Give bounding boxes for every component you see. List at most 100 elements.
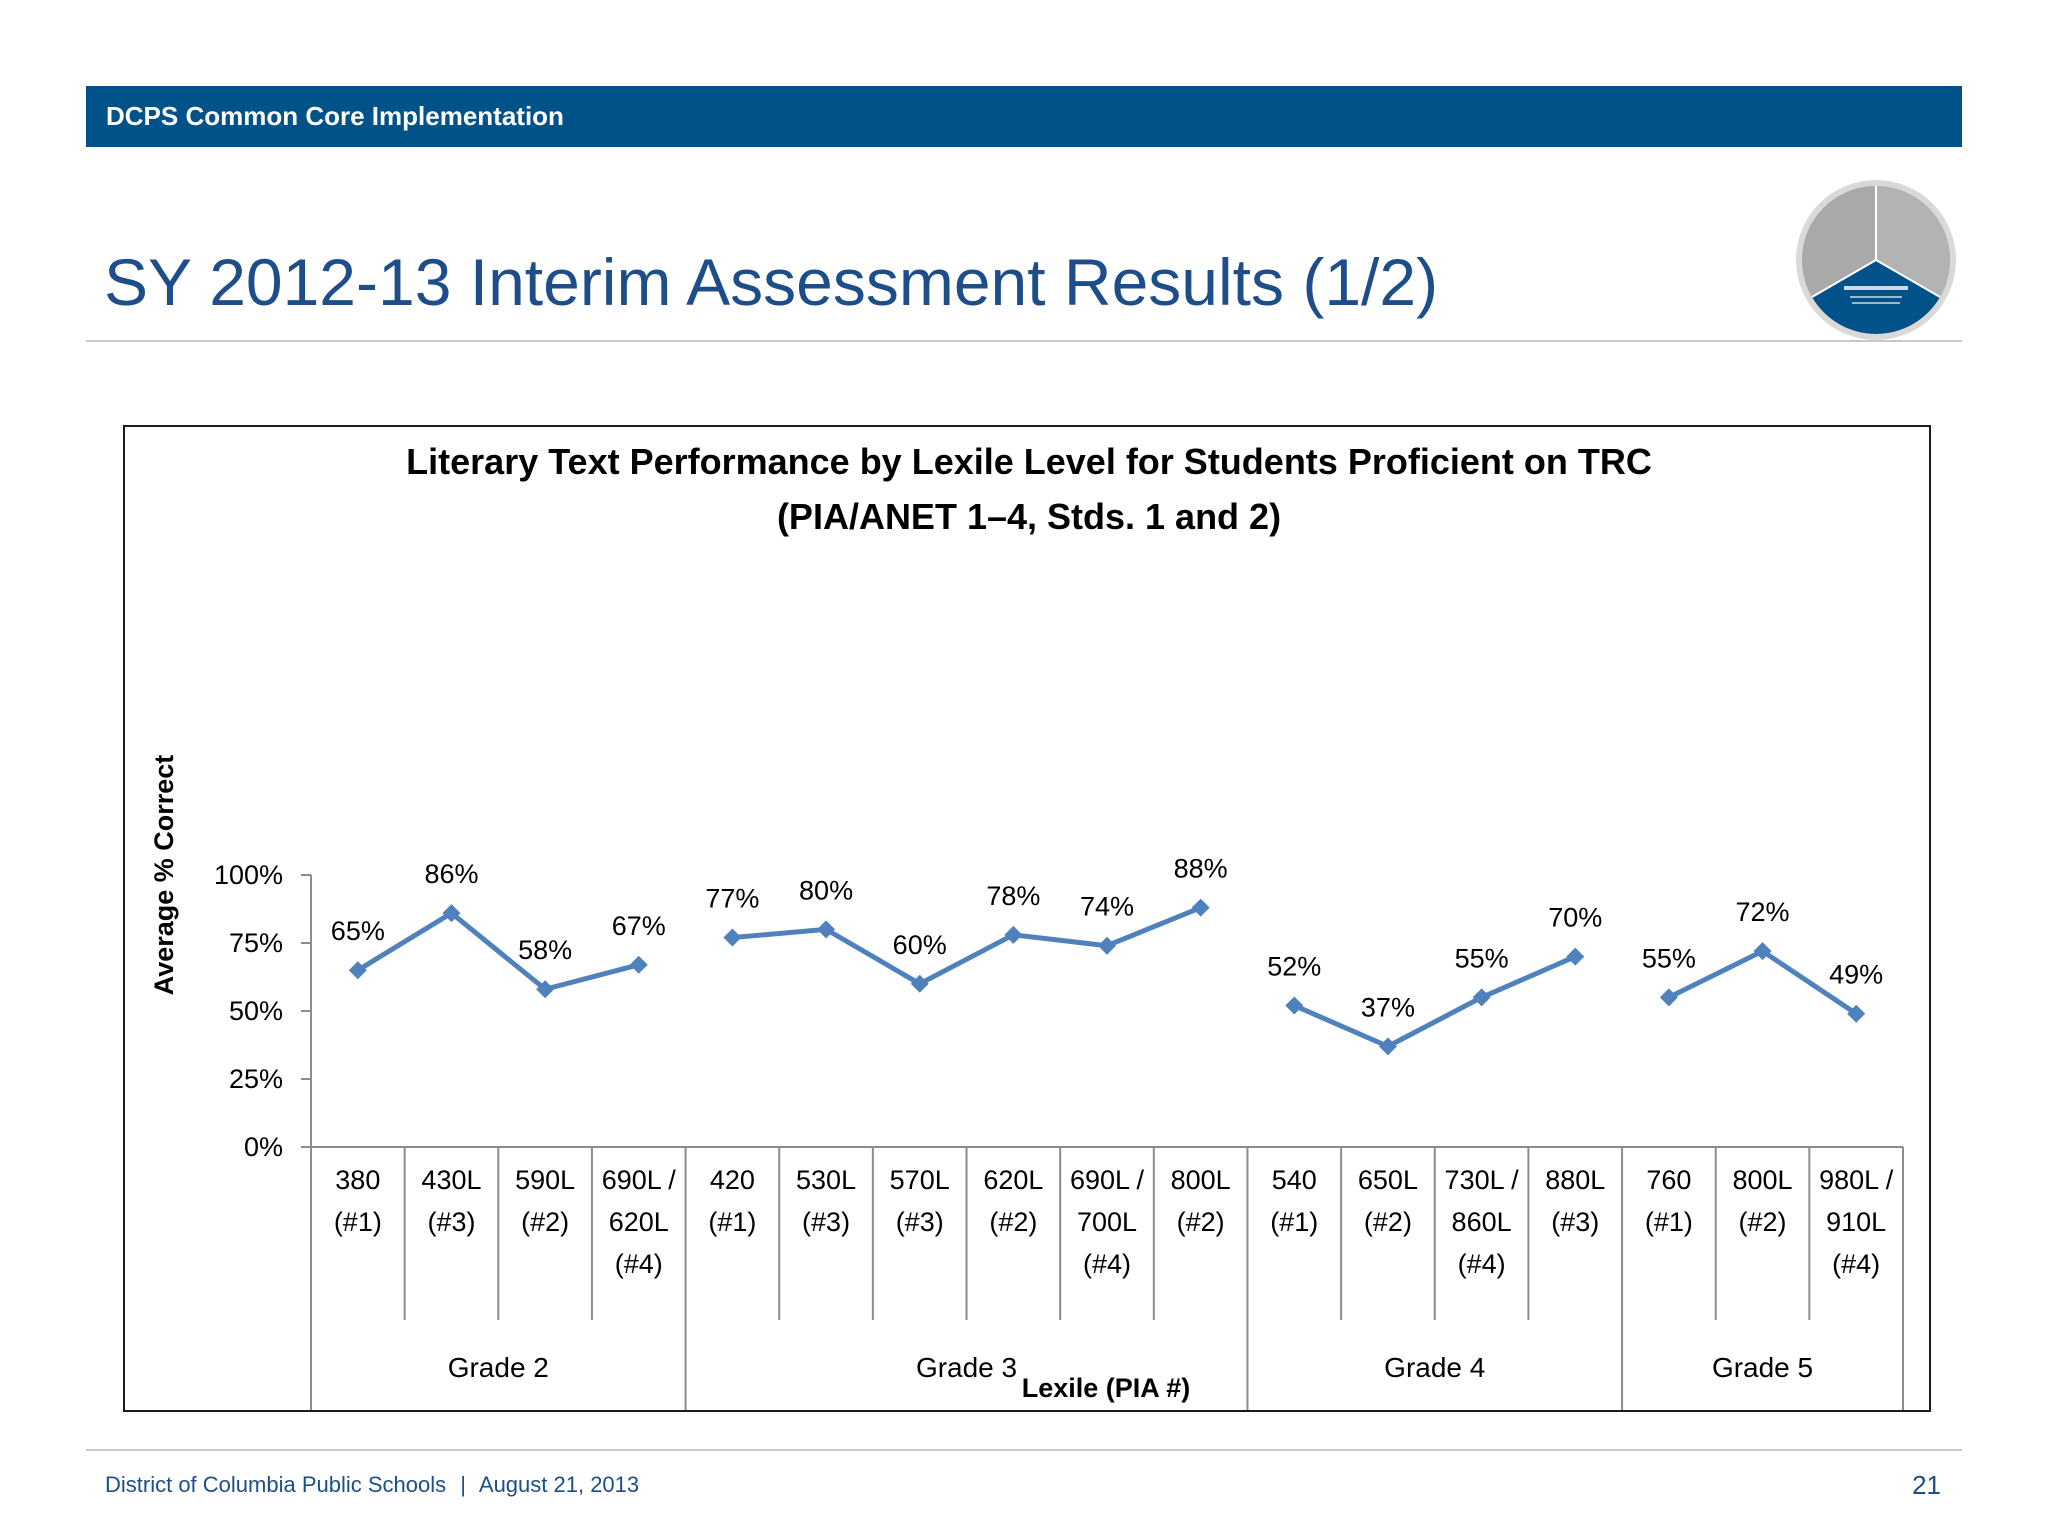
x-category-label: 860L [1452, 1207, 1512, 1237]
x-category-label: (#3) [427, 1207, 475, 1237]
y-tick-label: 0% [244, 1132, 283, 1162]
x-category-label: 430L [421, 1165, 481, 1195]
footer-date: August 21, 2013 [478, 1472, 640, 1497]
x-category-label: 700L [1077, 1207, 1137, 1237]
series-line [356, 910, 640, 992]
header-bar: DCPS Common Core Implementation [86, 86, 1962, 147]
x-category-label: 760 [1646, 1165, 1691, 1195]
x-category-label: (#4) [1083, 1249, 1131, 1279]
data-label: 86% [424, 859, 478, 889]
x-category-label: 690L / [602, 1165, 677, 1195]
data-label: 60% [893, 930, 947, 960]
data-point-marker [536, 980, 555, 999]
chart-frame: Literary Text Performance by Lexile Leve… [123, 425, 1931, 1412]
data-label: 70% [1548, 903, 1602, 933]
x-category-label: (#2) [1177, 1207, 1225, 1237]
y-tick-label: 25% [229, 1064, 283, 1094]
line-chart: Literary Text Performance by Lexile Leve… [149, 441, 1904, 1410]
page-number: 21 [1912, 1470, 1941, 1500]
data-label: 49% [1829, 960, 1883, 990]
x-category-label: 620L [609, 1207, 669, 1237]
x-category-label: 800L [1171, 1165, 1231, 1195]
data-point-marker [1378, 1037, 1397, 1056]
data-label: 65% [331, 916, 385, 946]
x-category-label: (#2) [1364, 1207, 1412, 1237]
footer-divider [86, 1449, 1962, 1451]
page-title: SY 2012-13 Interim Assessment Results (1… [104, 245, 1439, 319]
x-category-label: (#2) [989, 1207, 1037, 1237]
y-axis-title: Average % Correct [149, 755, 179, 996]
y-tick-label: 50% [229, 996, 283, 1026]
x-category-label: (#1) [708, 1207, 756, 1237]
data-point-marker [1098, 936, 1116, 955]
x-category-label: 730L / [1445, 1165, 1520, 1195]
data-point-marker [1285, 996, 1304, 1015]
x-category-label: 980L / [1819, 1165, 1894, 1195]
title-divider [86, 340, 1962, 342]
data-label: 78% [986, 881, 1040, 911]
data-label: 80% [799, 875, 853, 905]
data-point-marker [629, 955, 648, 974]
x-category-label: 530L [796, 1165, 856, 1195]
data-point-marker [348, 961, 367, 980]
x-category-label: 910L [1826, 1207, 1886, 1237]
x-category-label: 590L [515, 1165, 575, 1195]
x-category-label: 420 [710, 1165, 755, 1195]
x-category-label: 800L [1732, 1165, 1792, 1195]
footer-text: District of Columbia Public Schools | Au… [105, 1472, 639, 1498]
x-category-label: 570L [890, 1165, 950, 1195]
data-label: 52% [1267, 952, 1321, 982]
data-point-marker [1191, 898, 1210, 917]
series-line [1667, 948, 1858, 1016]
series-line [1293, 954, 1577, 1049]
x-category-label: (#1) [334, 1207, 382, 1237]
data-label: 67% [612, 911, 666, 941]
y-tick-label: 75% [229, 928, 283, 958]
data-label: 58% [518, 935, 572, 965]
data-label: 74% [1080, 892, 1134, 922]
chart-title-line: Literary Text Performance by Lexile Leve… [406, 441, 1652, 482]
group-label: Grade 4 [1384, 1352, 1485, 1383]
data-point-marker [1753, 942, 1772, 961]
data-point-marker [1004, 925, 1023, 944]
y-tick-label: 100% [214, 860, 283, 890]
x-category-label: (#4) [1458, 1249, 1506, 1279]
data-point-marker [442, 904, 461, 923]
data-point-marker [910, 974, 929, 993]
data-point-marker [1472, 988, 1491, 1007]
x-category-label: (#1) [1270, 1207, 1318, 1237]
data-point-marker [817, 920, 836, 939]
chart-title-line: (PIA/ANET 1–4, Stds. 1 and 2) [777, 496, 1281, 537]
series-line [732, 905, 1202, 987]
group-label: Grade 3 [916, 1352, 1017, 1383]
logo [1792, 176, 1960, 344]
data-point-marker [1566, 947, 1585, 966]
x-category-label: 690L / [1070, 1165, 1145, 1195]
header-label: DCPS Common Core Implementation [106, 101, 564, 131]
data-point-marker [1847, 1004, 1866, 1023]
data-point-marker [1659, 988, 1678, 1007]
x-category-label: 540 [1272, 1165, 1317, 1195]
x-category-label: 620L [983, 1165, 1043, 1195]
x-category-label: (#2) [521, 1207, 569, 1237]
x-category-label: (#2) [1739, 1207, 1787, 1237]
data-label: 88% [1174, 854, 1228, 884]
data-label: 77% [705, 884, 759, 914]
data-label: 37% [1361, 992, 1415, 1022]
data-label: 55% [1455, 943, 1509, 973]
x-category-label: 380 [335, 1165, 380, 1195]
data-label: 72% [1736, 897, 1790, 927]
x-axis-title: Lexile (PIA #) [1022, 1373, 1191, 1403]
footer-separator: | [460, 1472, 466, 1497]
data-label: 55% [1642, 943, 1696, 973]
x-category-label: (#3) [1551, 1207, 1599, 1237]
x-category-label: (#3) [802, 1207, 850, 1237]
x-category-label: (#4) [615, 1249, 663, 1279]
x-category-label: (#1) [1645, 1207, 1693, 1237]
x-category-label: (#4) [1832, 1249, 1880, 1279]
x-category-label: 880L [1545, 1165, 1605, 1195]
x-category-label: (#3) [896, 1207, 944, 1237]
group-label: Grade 2 [448, 1352, 549, 1383]
group-label: Grade 5 [1712, 1352, 1813, 1383]
footer-org: District of Columbia Public Schools [105, 1472, 447, 1497]
